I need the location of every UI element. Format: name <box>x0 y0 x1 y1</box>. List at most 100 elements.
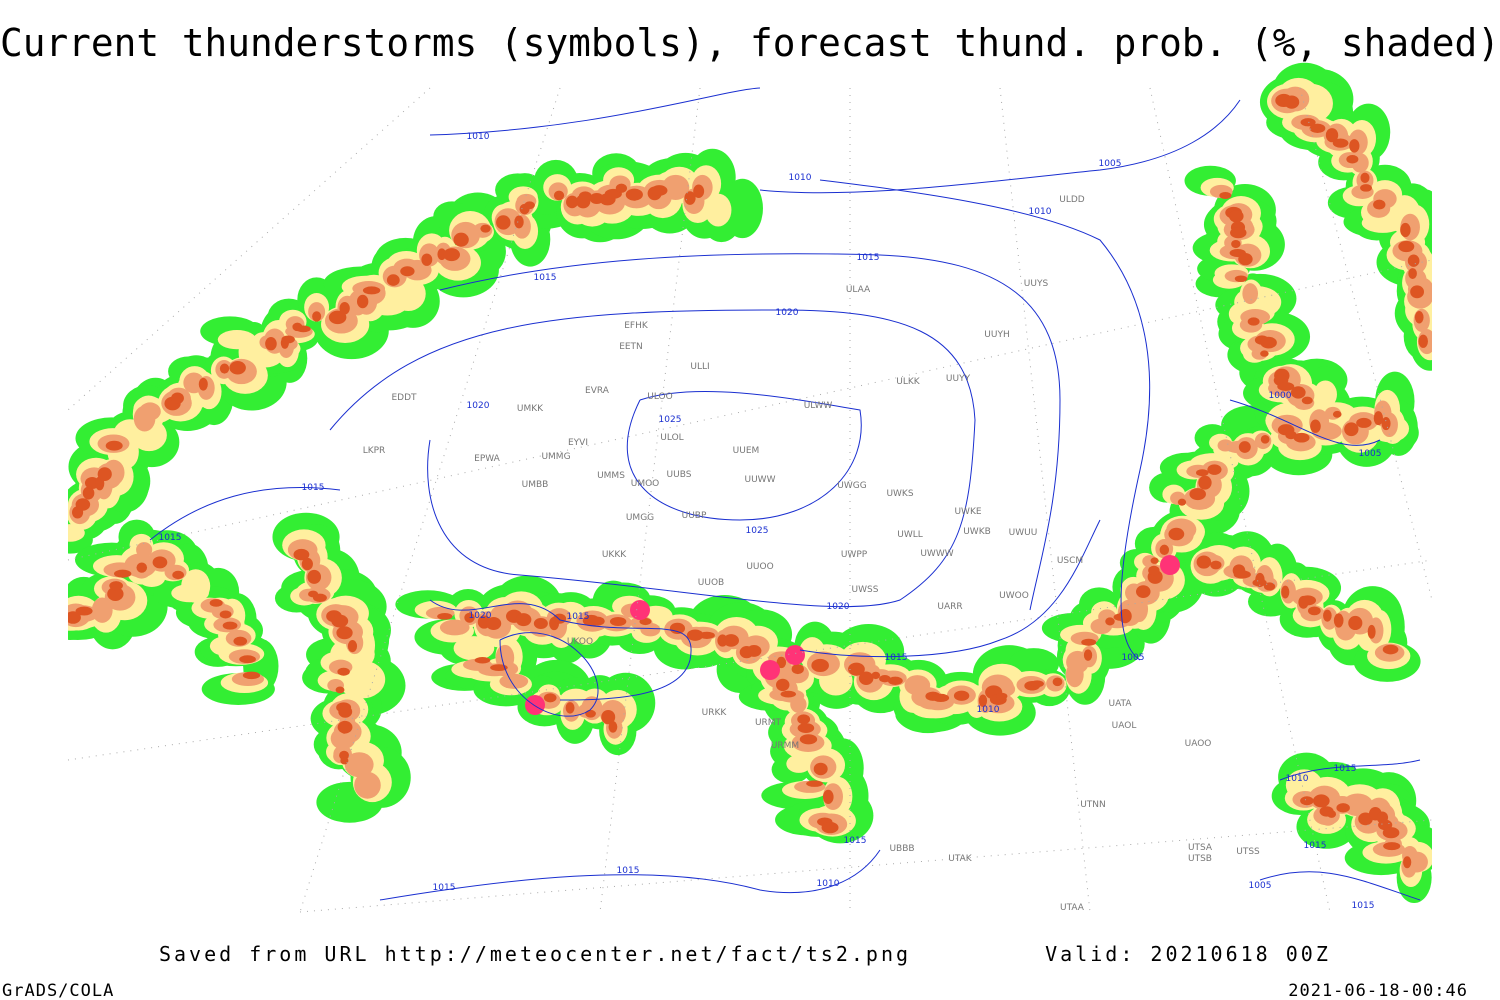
station-label: UTNN <box>1080 800 1106 810</box>
shading-cell <box>217 330 257 350</box>
shading-cell <box>1310 419 1321 433</box>
station-label: UWPP <box>841 550 868 560</box>
station-label: EYVI <box>568 438 588 448</box>
shading-cell <box>669 622 686 635</box>
shading-cell <box>661 174 690 200</box>
shading-cell <box>1168 527 1185 541</box>
shading-cell <box>1299 595 1317 606</box>
shading-cell <box>65 611 81 624</box>
software: GrADS/COLA <box>2 981 114 1000</box>
shading-cell <box>354 771 381 799</box>
shading-cell <box>1293 432 1310 443</box>
isobar <box>1229 399 1381 446</box>
shading-cell <box>1281 585 1290 599</box>
isobar <box>149 487 341 541</box>
station-label: ULWW <box>804 401 833 411</box>
shading-cell <box>651 185 668 196</box>
shading-cell <box>615 183 628 193</box>
station-label: LKPR <box>363 446 386 456</box>
isobar-label: 1005 <box>1099 159 1122 169</box>
shading-cell <box>1360 172 1370 184</box>
shading-cell <box>1210 560 1222 570</box>
shading-cell <box>1344 422 1359 437</box>
shading-cell <box>698 631 715 639</box>
shading-cell <box>335 686 345 694</box>
shading-cell <box>307 569 322 584</box>
isobar-label: 1000 <box>1269 391 1292 401</box>
shading-cell <box>1356 417 1372 428</box>
station-label: UAOO <box>1185 739 1212 749</box>
shading-cell <box>1361 213 1404 233</box>
isobars <box>149 87 1421 901</box>
shading-cell <box>797 723 815 733</box>
station-label: URMM <box>771 741 799 751</box>
mask <box>0 88 430 912</box>
shading-cell <box>1159 544 1170 556</box>
isobar-label: 1015 <box>567 612 590 622</box>
shading-cell <box>1238 441 1251 453</box>
shading-cell <box>340 720 349 734</box>
shading-cell <box>686 629 704 641</box>
station-label: UUWW <box>745 475 776 485</box>
shading-cell <box>1382 827 1400 839</box>
station-label: UWKS <box>886 489 913 499</box>
shading-cell <box>139 402 161 421</box>
shading-cell <box>1284 95 1300 109</box>
isobar-label: 1010 <box>1029 207 1052 217</box>
station-label: UUBS <box>667 470 692 480</box>
shading-cell <box>1260 336 1277 349</box>
shading-cell <box>524 201 535 210</box>
shading-cell <box>219 363 230 374</box>
shading-cell <box>485 617 502 630</box>
shading-cell <box>1277 382 1295 391</box>
map-labels: 1010 1010 1005 1010 1015 1015 1020 1020 1025 1025… <box>159 132 1382 913</box>
shading-cell <box>340 756 349 765</box>
shading-cell <box>533 617 548 630</box>
isobar <box>759 99 1241 194</box>
station-label: ULOO <box>647 392 672 402</box>
station-label: UKKK <box>602 550 627 560</box>
shading-cell <box>75 498 91 511</box>
shading-cell <box>1229 210 1244 223</box>
shading-cell <box>1177 498 1187 506</box>
station-label: UBBB <box>889 844 914 854</box>
shading-cell <box>625 188 643 201</box>
station-label: ULOL <box>660 433 683 443</box>
isobar-label: 1015 <box>1334 764 1357 774</box>
shading-cell <box>1332 410 1342 418</box>
station-label: EDDT <box>391 393 417 403</box>
isobar-label: 1020 <box>827 602 850 612</box>
shading-cell <box>515 613 532 627</box>
shading-cell <box>1136 585 1151 598</box>
isobar-label: 1015 <box>885 653 908 663</box>
shading-cell <box>171 392 184 404</box>
shading-cell <box>242 671 261 680</box>
isobar-label: 1015 <box>433 883 456 893</box>
station-label: UWOO <box>999 591 1029 601</box>
isobar-label: 1015 <box>1304 841 1327 851</box>
shading-cell <box>1231 240 1241 249</box>
shading-cell <box>1083 649 1093 661</box>
shading-cell <box>1300 796 1314 806</box>
shading-cell <box>152 556 168 569</box>
shading-cell <box>1407 254 1420 267</box>
shading-cell <box>331 614 349 628</box>
station-label: UTSA <box>1188 843 1213 853</box>
shading-cell <box>1336 803 1350 813</box>
shading-cell <box>453 636 495 661</box>
isobar-label: 1010 <box>467 132 490 142</box>
shading-cell <box>443 248 460 262</box>
isobar <box>819 179 1151 661</box>
shading-cell <box>1242 283 1259 305</box>
shading-cell <box>1207 464 1222 475</box>
shading-cell <box>775 678 790 692</box>
shading-cell <box>1333 613 1344 628</box>
shading-cell <box>1105 617 1115 626</box>
valid-time: Valid: 20210618 00Z <box>1045 942 1331 966</box>
station-label: UATA <box>1108 699 1132 709</box>
station-label: URKK <box>702 708 728 718</box>
isobar <box>799 519 1101 658</box>
shading-cell <box>806 780 823 787</box>
isobar <box>429 87 761 136</box>
